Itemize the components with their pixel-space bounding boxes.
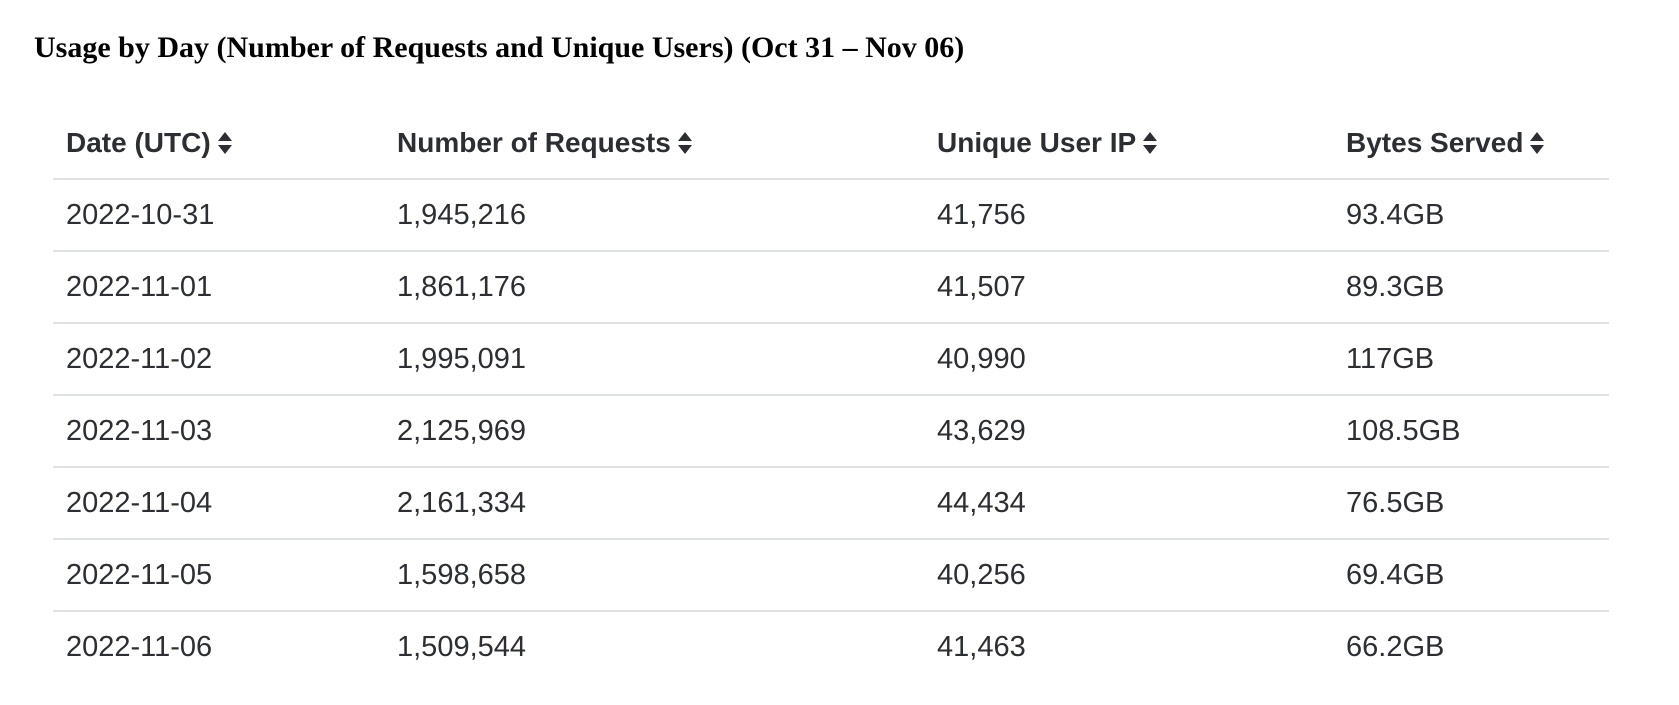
cell-requests: 1,598,658 (384, 539, 924, 612)
cell-date: 2022-10-31 (53, 179, 384, 252)
cell-requests: 2,125,969 (384, 395, 924, 468)
column-header-bytes[interactable]: Bytes Served (1333, 108, 1609, 180)
column-header-label: Number of Requests (397, 127, 671, 158)
cell-date: 2022-11-03 (53, 395, 384, 468)
column-header-unique-ip[interactable]: Unique User IP (924, 108, 1333, 180)
cell-requests: 1,945,216 (384, 179, 924, 252)
column-header-label: Bytes Served (1346, 127, 1524, 158)
table-header-row: Date (UTC) Number of Requests Unique Use… (53, 108, 1609, 180)
cell-bytes: 76.5GB (1333, 467, 1609, 540)
cell-requests: 1,861,176 (384, 251, 924, 324)
table-row: 2022-11-01 1,861,176 41,507 89.3GB (53, 251, 1609, 324)
cell-date: 2022-11-06 (66, 630, 213, 663)
cell-requests: 1,509,544 (397, 630, 527, 663)
usage-by-day-table: Date (UTC) Number of Requests Unique Use… (53, 108, 1609, 682)
cell-unique-ip: 41,756 (924, 179, 1333, 252)
cell-date: 2022-11-02 (53, 323, 384, 396)
sort-icon[interactable] (1142, 130, 1158, 156)
column-header-label: Unique User IP (937, 127, 1137, 158)
cell-unique-ip: 41,463 (937, 630, 1026, 663)
sort-icon[interactable] (217, 130, 233, 156)
column-header-label: Date (UTC) (66, 127, 211, 158)
cell-requests: 2,161,334 (384, 467, 924, 540)
table-row: 2022-11-04 2,161,334 44,434 76.5GB (53, 467, 1609, 540)
column-header-date[interactable]: Date (UTC) (53, 108, 384, 180)
cell-unique-ip: 44,434 (924, 467, 1333, 540)
cell-date: 2022-11-01 (53, 251, 384, 324)
table-row: 2022-10-31 1,945,216 41,756 93.4GB (53, 179, 1609, 252)
page-title: Usage by Day (Number of Requests and Uni… (34, 31, 965, 64)
cell-unique-ip: 40,256 (924, 539, 1333, 612)
cell-date: 2022-11-05 (53, 539, 384, 612)
table-row: 2022-11-05 1,598,658 40,256 69.4GB (53, 539, 1609, 612)
cell-bytes: 93.4GB (1333, 179, 1609, 252)
cell-unique-ip: 40,990 (924, 323, 1333, 396)
table-row: 2022-11-06 1,509,544 41,463 66.2GB (53, 611, 1609, 682)
cell-unique-ip: 41,507 (924, 251, 1333, 324)
cell-bytes: 66.2GB (1346, 630, 1445, 663)
cell-bytes: 69.4GB (1333, 539, 1609, 612)
cell-bytes: 117GB (1333, 323, 1609, 396)
sort-icon[interactable] (1529, 130, 1545, 156)
column-header-requests[interactable]: Number of Requests (384, 108, 924, 180)
table-row: 2022-11-02 1,995,091 40,990 117GB (53, 323, 1609, 396)
cell-bytes: 108.5GB (1333, 395, 1609, 468)
cell-date: 2022-11-04 (53, 467, 384, 540)
cell-requests: 1,995,091 (384, 323, 924, 396)
table-row: 2022-11-03 2,125,969 43,629 108.5GB (53, 395, 1609, 468)
cell-unique-ip: 43,629 (924, 395, 1333, 468)
sort-icon[interactable] (677, 130, 693, 156)
cell-bytes: 89.3GB (1333, 251, 1609, 324)
